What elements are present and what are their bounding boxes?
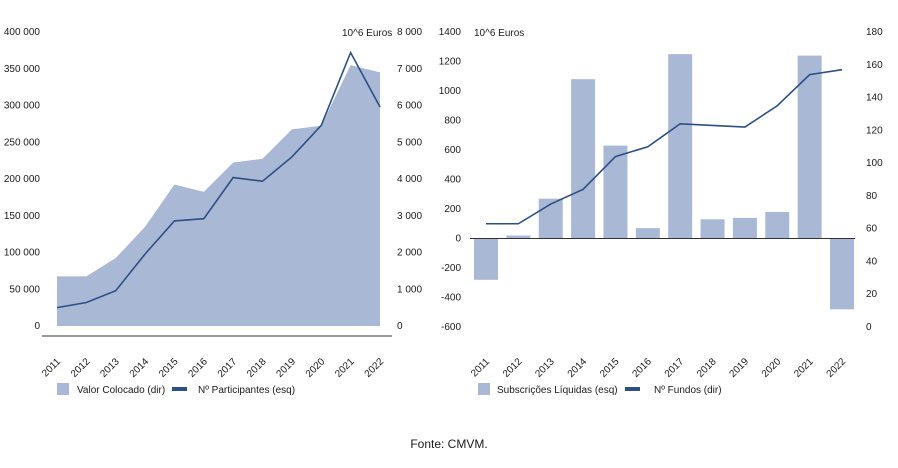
right-tick-label: 3 000 — [397, 211, 422, 222]
x-tick-label: 2018 — [695, 356, 719, 380]
right-tick-label: 20 — [866, 289, 878, 300]
right-tick-label: 180 — [866, 27, 883, 38]
x-tick-label: 2011 — [40, 356, 63, 379]
left-tick-label: 0 — [34, 321, 40, 332]
x-tick-label: 2015 — [157, 356, 181, 380]
left-tick-label: 600 — [444, 145, 461, 156]
right-tick-label: 0 — [866, 322, 872, 333]
line-fundos — [486, 68, 843, 225]
right-tick-label: 4 000 — [397, 174, 422, 185]
bar-subscricoes — [830, 238, 854, 310]
left-tick-label: 100 000 — [4, 248, 41, 259]
x-tick-label: 2017 — [663, 356, 687, 380]
bar-subscricoes — [603, 145, 628, 239]
left-tick-label: 400 000 — [4, 27, 41, 38]
right-tick-label: 5 000 — [397, 137, 422, 148]
x-tick-label: 2018 — [245, 356, 269, 380]
right-tick-label: 40 — [866, 256, 878, 267]
left-tick-label: 300 000 — [4, 101, 41, 112]
x-tick-label: 2014 — [128, 356, 152, 380]
bar-subscricoes — [765, 211, 790, 239]
bar-subscricoes — [635, 228, 660, 239]
left-tick-label: 50 000 — [9, 284, 40, 295]
unit-label: 10^6 Euros — [342, 28, 392, 39]
left-tick-label: -200 — [441, 263, 461, 274]
x-tick-label: 2022 — [825, 356, 849, 380]
right-tick-label: 1 000 — [397, 284, 422, 295]
x-tick-label: 2014 — [566, 356, 590, 380]
legend-label-line: Nº Fundos (dir) — [654, 385, 722, 396]
left-tick-label: 150 000 — [4, 211, 41, 222]
x-tick-label: 2017 — [216, 356, 240, 380]
bar-subscricoes — [571, 79, 596, 239]
left-tick-label: 1000 — [439, 86, 462, 97]
left-tick-label: 1200 — [439, 57, 462, 68]
right-tick-label: 140 — [866, 93, 883, 104]
x-tick-label: 2012 — [501, 356, 525, 380]
x-tick-label: 2020 — [304, 356, 328, 380]
x-tick-label: 2022 — [363, 356, 387, 380]
x-tick-label: 2021 — [792, 356, 816, 380]
bar-subscricoes — [700, 219, 725, 239]
right-tick-label: 80 — [866, 191, 878, 202]
right-tick-label: 160 — [866, 60, 883, 71]
x-tick-label: 2020 — [760, 356, 784, 380]
right-tick-label: 7 000 — [397, 64, 422, 75]
right-tick-label: 0 — [397, 321, 403, 332]
left-tick-label: 800 — [444, 116, 461, 127]
right-tick-label: 120 — [866, 125, 883, 136]
unit-label: 10^6 Euros — [474, 28, 524, 39]
right-tick-label: 8 000 — [397, 27, 422, 38]
left-tick-label: 350 000 — [4, 64, 41, 75]
legend-swatch-area — [57, 383, 69, 395]
left-tick-label: 250 000 — [4, 137, 41, 148]
left-tick-label: -400 — [441, 293, 461, 304]
x-tick-label: 2016 — [630, 356, 654, 380]
x-tick-label: 2021 — [333, 356, 357, 380]
legend-swatch-line — [625, 387, 640, 391]
line-participantes — [56, 50, 381, 309]
left-tick-label: 200 000 — [4, 174, 41, 185]
left-tick-label: -600 — [441, 322, 461, 333]
x-tick-label: 2013 — [98, 356, 122, 380]
right-tick-label: 6 000 — [397, 101, 422, 112]
x-tick-label: 2011 — [469, 356, 492, 379]
x-tick-label: 2013 — [533, 356, 557, 380]
legend-label-bar: Subscrições Líquidas (esq) — [497, 385, 618, 396]
bar-subscricoes — [538, 198, 563, 239]
area-valor-colocado — [57, 65, 380, 326]
legend-label-line: Nº Participantes (esq) — [198, 385, 295, 396]
bar-subscricoes — [732, 217, 757, 239]
bar-subscricoes — [797, 55, 822, 239]
legend-label-area: Valor Colocado (dir) — [77, 385, 165, 396]
bar-subscricoes — [506, 235, 531, 239]
x-tick-label: 2019 — [275, 356, 299, 380]
legend-swatch-bar — [478, 383, 490, 395]
bar-subscricoes — [668, 54, 693, 239]
legend-swatch-line — [172, 387, 187, 391]
x-tick-label: 2015 — [598, 356, 622, 380]
left-tick-label: 1400 — [439, 27, 462, 38]
left-tick-label: 200 — [444, 204, 461, 215]
x-tick-label: 2016 — [186, 356, 210, 380]
x-tick-label: 2019 — [728, 356, 752, 380]
source-note: Fonte: CMVM. — [410, 437, 488, 451]
bar-subscricoes — [474, 238, 498, 280]
right-tick-label: 2 000 — [397, 248, 422, 259]
x-tick-label: 2012 — [69, 356, 93, 380]
right-tick-label: 60 — [866, 224, 878, 235]
left-tick-label: 400 — [444, 175, 461, 186]
right-tick-label: 100 — [866, 158, 883, 169]
left-tick-label: 0 — [455, 234, 461, 245]
